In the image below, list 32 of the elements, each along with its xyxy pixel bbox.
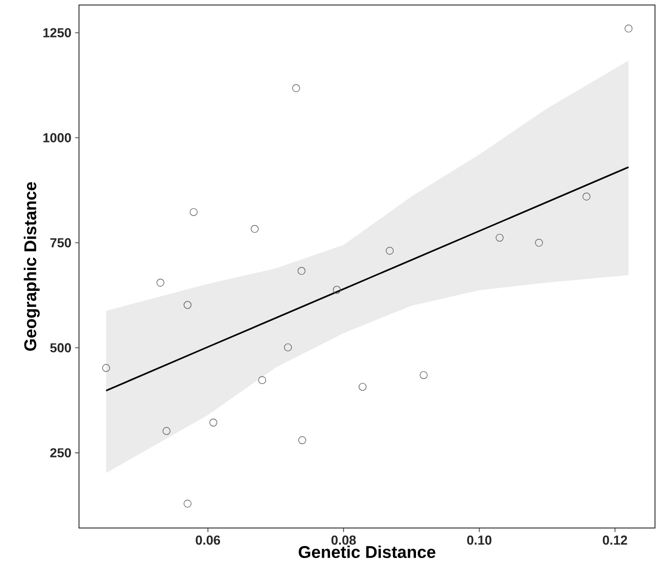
point <box>420 371 428 379</box>
point <box>258 376 266 384</box>
point <box>332 286 341 294</box>
point <box>284 343 292 352</box>
point <box>156 278 164 287</box>
point <box>624 24 632 32</box>
x-tick-label: 0.12 <box>602 536 628 545</box>
y-tick-label: 500 <box>50 343 71 352</box>
y-tick-label: 250 <box>50 448 71 458</box>
y-tick-label: 750 <box>50 238 71 248</box>
point <box>102 364 110 372</box>
x-tick-label: 0.08 <box>331 536 356 545</box>
y-tick-label: 1000 <box>43 133 71 142</box>
point <box>582 192 590 200</box>
point <box>209 418 218 426</box>
point <box>535 238 543 247</box>
x-axis-title: Genetic Distance <box>298 546 436 558</box>
point <box>190 208 198 216</box>
x-tick-label: 0.06 <box>196 536 220 545</box>
x-tick-label: 0.10 <box>467 536 492 545</box>
point <box>386 246 394 255</box>
y-axis-title: Geographic Distance <box>24 182 40 351</box>
point <box>298 436 306 444</box>
point <box>496 234 504 242</box>
point <box>184 301 192 309</box>
point <box>162 427 170 435</box>
point <box>184 500 192 508</box>
point <box>250 225 259 233</box>
point <box>292 84 300 92</box>
point <box>298 267 306 275</box>
y-tick-label: 1250 <box>43 28 71 38</box>
point <box>358 382 366 391</box>
